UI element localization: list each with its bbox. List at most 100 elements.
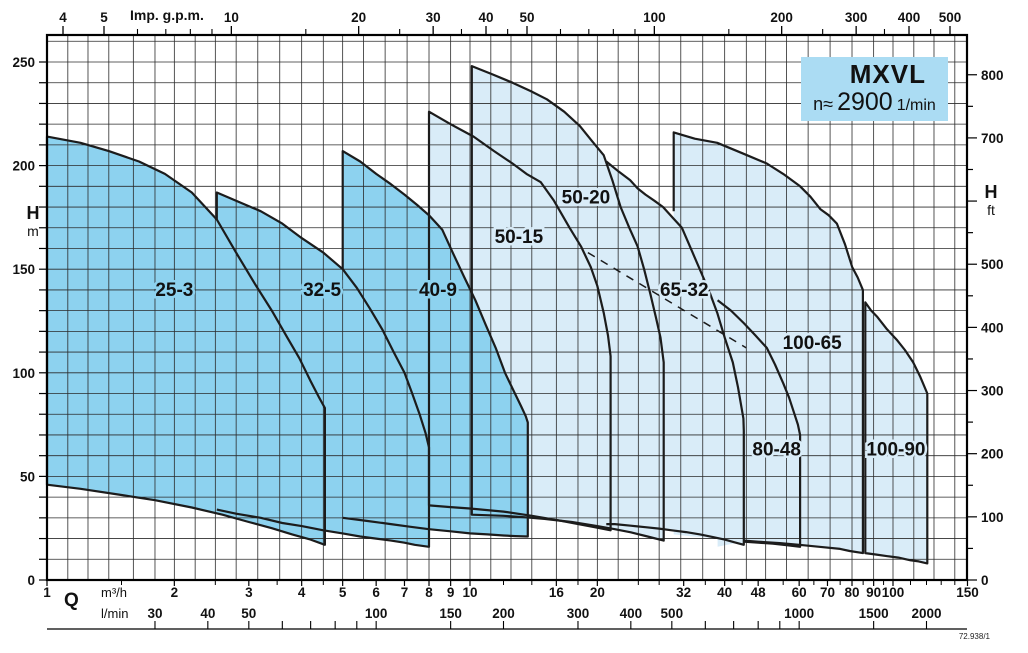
- axis-tick-label: 8: [425, 585, 433, 600]
- axis-tick-label: 1500: [859, 606, 889, 621]
- envelope-area-40-9: [342, 151, 528, 537]
- envelope-outline-32-5: [215, 191, 431, 548]
- axis-tick-label: 100: [643, 10, 666, 25]
- right-axis: 0 100 200 300 400 500 700 800: [967, 68, 1004, 588]
- axis-tick-label: 200: [981, 447, 1004, 462]
- envelope-label-100-90: 100-90: [866, 439, 925, 460]
- axis-tick-label: 1000: [784, 606, 814, 621]
- axis-tick-label: 90: [866, 585, 881, 600]
- envelope-label-40-9: 40-9: [419, 280, 457, 301]
- axis-tick-label: 9: [447, 585, 455, 600]
- axis-tick-label: 0: [27, 573, 35, 588]
- envelope-fills: [47, 66, 928, 564]
- axis-tick-label: 4: [59, 10, 67, 25]
- envelope-outline-100-65: [672, 131, 864, 555]
- axis-tick-label: 150: [956, 585, 979, 600]
- axis-tick-label: 40: [717, 585, 732, 600]
- axis-tick-label: 300: [845, 10, 868, 25]
- envelope-outline-100-90: [864, 301, 929, 565]
- axis-tick-label: 70: [820, 585, 835, 600]
- flow-unit-lmin: l/min: [101, 606, 129, 621]
- axis-tick-label: 40: [478, 10, 493, 25]
- axis-tick-label: 500: [939, 10, 962, 25]
- axis-tick-label: 20: [590, 585, 605, 600]
- top-axis-title: Imp. g.p.m.: [130, 7, 204, 23]
- bottom-axis-m3h: 1 2 3 4 5 6 7 8 9 10 16 20 32 40 48 60 70 80 90 100 150: [43, 580, 979, 600]
- series-model-name: MXVL: [849, 59, 926, 89]
- bottom-axis-lmin: 30 40 50 100 150 200 300 400 500 1000 1500 2000: [47, 606, 967, 630]
- left-axis-title: H m: [18, 203, 48, 240]
- envelope-outline-50-15: [427, 110, 612, 532]
- axis-tick-label: 1: [43, 585, 51, 600]
- axis-tick-label: 250: [12, 55, 35, 70]
- speed-unit: 1/min: [896, 97, 936, 114]
- axis-tick-label: 0: [981, 573, 989, 588]
- axis-tick-label: 40: [200, 606, 215, 621]
- flow-unit-m3h: m³/h: [101, 585, 127, 600]
- axis-tick-label: 50: [241, 606, 256, 621]
- axis-tick-label: 20: [351, 10, 366, 25]
- axis-tick-label: 48: [751, 585, 767, 600]
- right-axis-title: H ft: [976, 182, 1006, 219]
- envelope-outline-80-48: [716, 299, 802, 548]
- axis-tick-label: 30: [426, 10, 441, 25]
- axis-tick-label: 50: [519, 10, 534, 25]
- speed-value: 2900: [837, 88, 893, 116]
- axis-tick-label: 2000: [911, 606, 941, 621]
- envelope-label-50-20: 50-20: [562, 188, 611, 209]
- axis-tick-label: 300: [981, 384, 1004, 399]
- axis-tick-label: 700: [981, 131, 1004, 146]
- series-title-box: MXVL n≈ 2900 1/min: [801, 57, 948, 121]
- envelope-outline-25-3: [45, 135, 326, 546]
- envelope-outline-50-20: [470, 65, 665, 542]
- envelope-label-25-3: 25-3: [155, 280, 193, 301]
- axis-tick-label: 100: [882, 585, 905, 600]
- plot-border: [45, 33, 969, 582]
- series-speed: n≈ 2900 1/min: [801, 89, 948, 119]
- axis-tick-label: 60: [792, 585, 807, 600]
- plot-frame: [45, 33, 969, 582]
- axis-tick-label: 10: [224, 10, 239, 25]
- axis-tick-label: 4: [298, 585, 306, 600]
- axis-tick-label: 500: [661, 606, 684, 621]
- flow-axis-letter: Q: [64, 590, 79, 611]
- envelope-label-65-32: 65-32: [660, 280, 709, 301]
- axis-tick-label: 16: [549, 585, 565, 600]
- axis-tick-label: 100: [365, 606, 388, 621]
- envelope-outline-65-32: [605, 160, 745, 546]
- left-axis: 0 50 100 150 200 250: [12, 55, 47, 588]
- envelope-label-80-48: 80-48: [752, 439, 801, 460]
- axis-tick-label: 800: [981, 68, 1004, 83]
- axis-tick-label: 30: [147, 606, 162, 621]
- axis-tick-label: 200: [12, 159, 35, 174]
- axis-tick-label: 500: [981, 257, 1004, 272]
- grid-lines: [47, 35, 967, 580]
- axis-tick-label: 10: [462, 585, 477, 600]
- axis-tick-label: 5: [100, 10, 108, 25]
- axis-tick-label: 100: [12, 366, 35, 381]
- envelope-outlines: [45, 65, 929, 565]
- axis-tick-label: 2: [171, 585, 179, 600]
- dashed-line: [587, 251, 747, 349]
- axis-tick-label: 400: [620, 606, 643, 621]
- dashed-limit-line: [587, 251, 747, 349]
- envelope-label-100-65: 100-65: [783, 333, 843, 354]
- axis-tick-label: 300: [567, 606, 590, 621]
- axis-tick-label: 200: [770, 10, 793, 25]
- right-axis-letter: H: [984, 182, 998, 202]
- axis-tick-label: 32: [676, 585, 691, 600]
- axis-tick-label: 6: [372, 585, 380, 600]
- envelope-area-80-48: [717, 300, 801, 547]
- envelope-outline-40-9: [341, 150, 529, 538]
- envelope-area-100-90: [865, 302, 928, 564]
- envelope-label-32-5: 32-5: [303, 280, 341, 301]
- right-axis-unit: ft: [987, 202, 995, 218]
- envelope-labels: 25-3 32-5 40-9 50-15 50-20 65-32 100-65 80-48 10…: [153, 185, 928, 463]
- left-axis-unit: m: [27, 223, 39, 239]
- drawing-code: 72.938/1: [958, 632, 990, 641]
- speed-prefix: n≈: [813, 94, 834, 114]
- axis-tick-label: 200: [492, 606, 515, 621]
- axis-tick-label: 3: [245, 585, 253, 600]
